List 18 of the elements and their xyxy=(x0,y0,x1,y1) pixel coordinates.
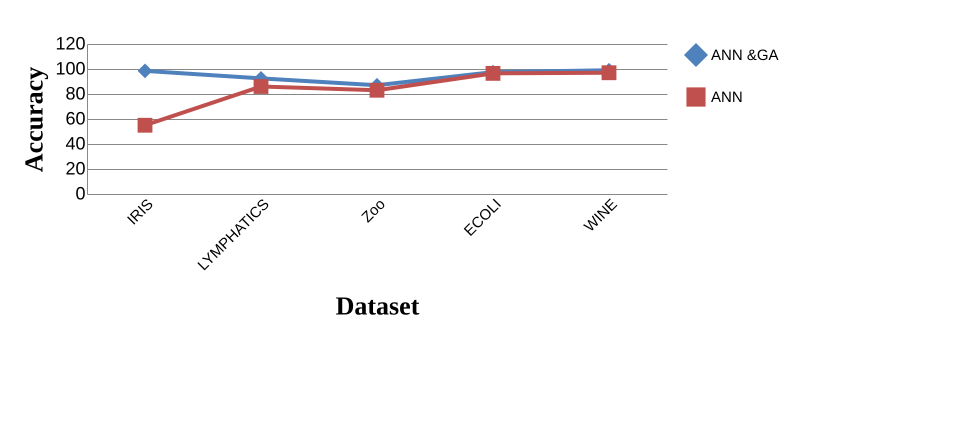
x-axis-title: Dataset xyxy=(336,291,420,320)
y-tick-label: 80 xyxy=(65,84,86,104)
point xyxy=(370,82,384,98)
y-tick-label: 0 xyxy=(75,184,86,204)
x-tick-label: Zoo xyxy=(358,196,389,226)
y-tick-label: 100 xyxy=(55,58,86,78)
point xyxy=(138,63,152,78)
point xyxy=(138,118,152,133)
legend-label: ANN xyxy=(711,89,743,106)
y-tick-label: 60 xyxy=(65,108,86,128)
y-axis-title: Accuracy xyxy=(19,66,48,172)
legend-label: ANN &GA xyxy=(711,47,779,64)
y-tick-label: 120 xyxy=(55,34,86,54)
y-tick-label: 40 xyxy=(65,134,86,154)
y-tick-label: 20 xyxy=(65,158,86,178)
x-tick-label: IRIS xyxy=(124,196,157,228)
point xyxy=(254,79,268,94)
point xyxy=(602,65,616,80)
